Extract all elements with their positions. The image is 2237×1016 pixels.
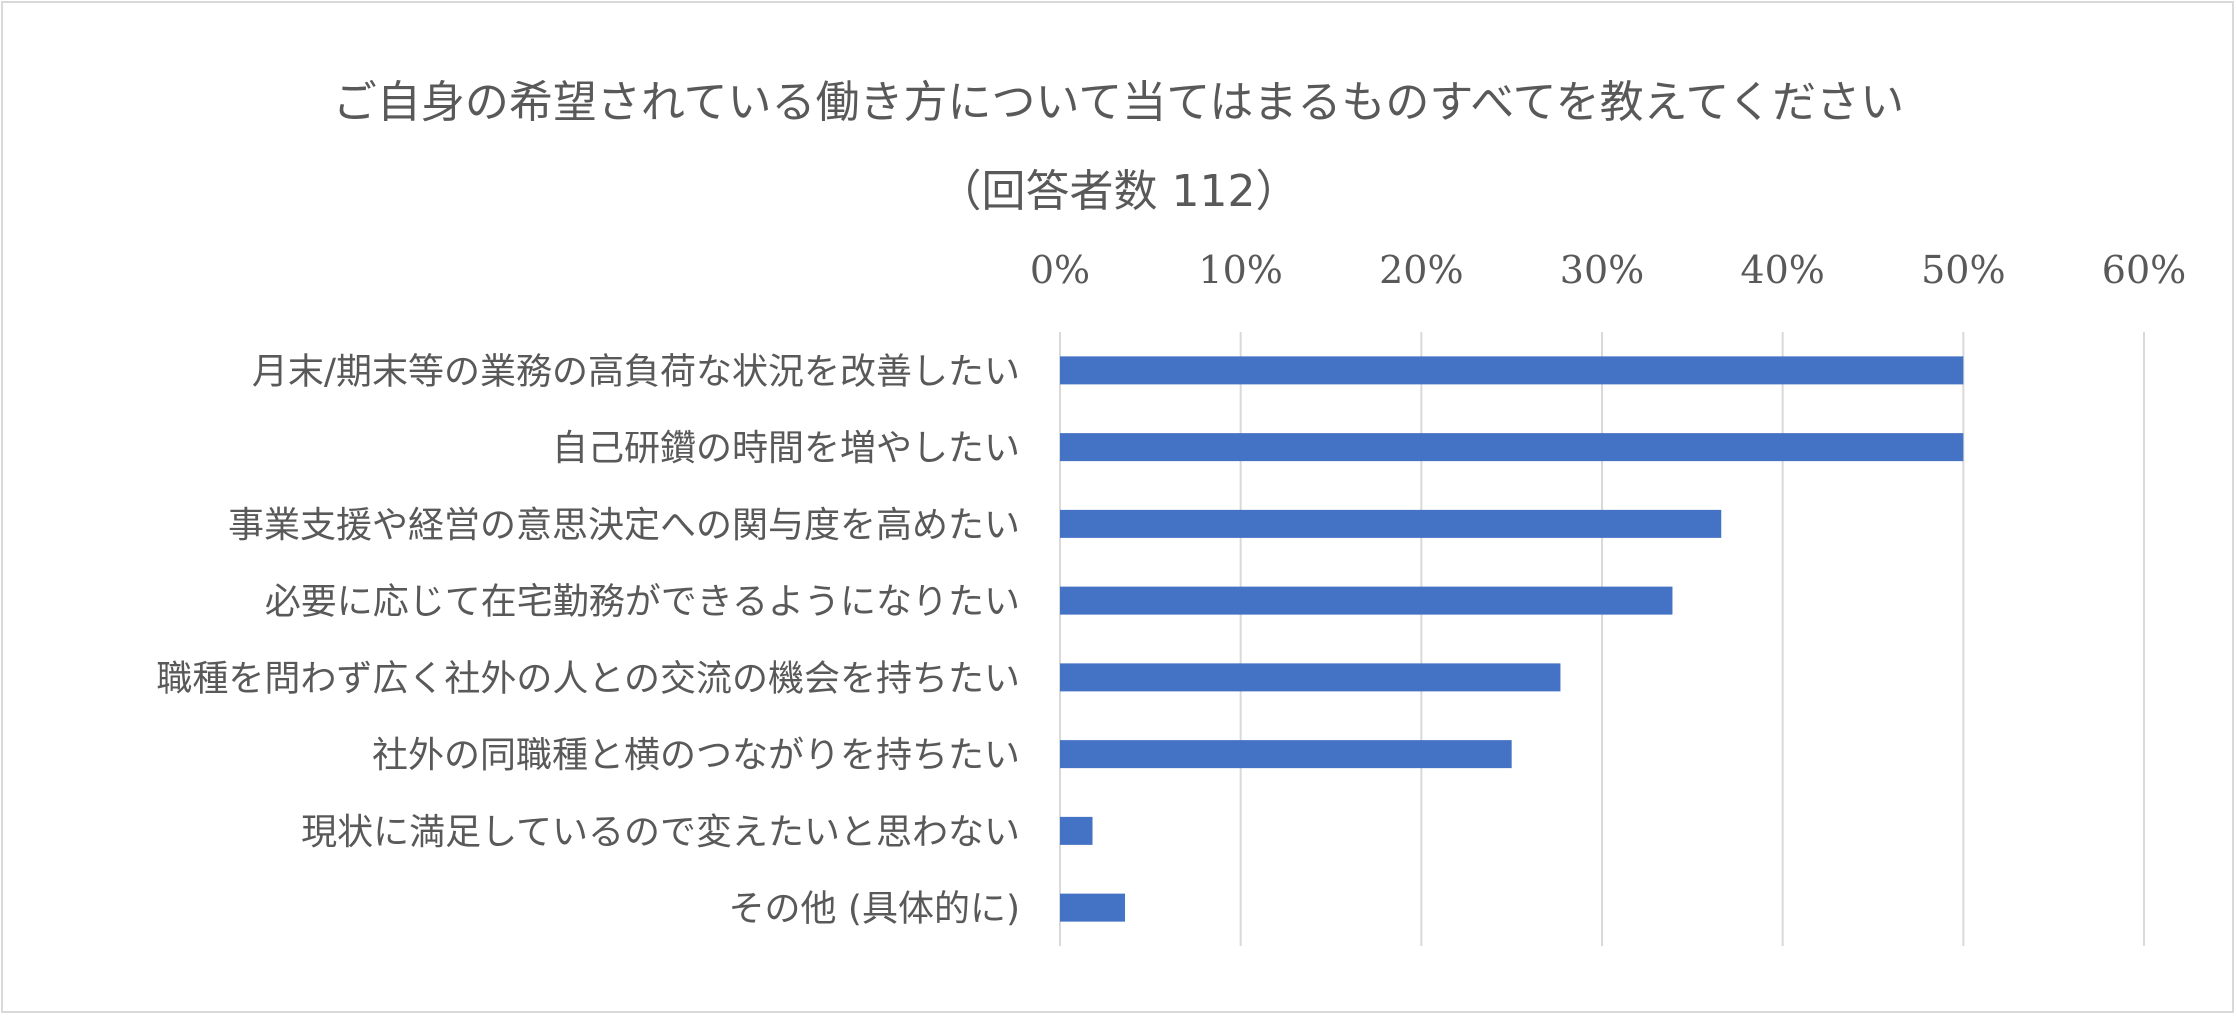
category-label: 現状に満足しているので変えたいと思わない xyxy=(301,812,1020,853)
category-label: 事業支援や経営の意思決定への関与度を高めたい xyxy=(228,505,1020,546)
bar xyxy=(1060,893,1126,922)
category-label: 職種を問わず広く社外の人との交流の機会を持ちたい xyxy=(156,658,1020,699)
x-tick-label: 10% xyxy=(1198,248,1282,292)
x-tick-label: 0% xyxy=(1030,248,1090,292)
x-tick-label: 60% xyxy=(2102,248,2186,292)
chart-subtitle: （回答者数 112） xyxy=(937,166,1300,217)
chart-title: ご自身の希望されている働き方について当てはまるものすべてを教えてください xyxy=(332,77,1905,128)
category-label: 自己研鑽の時間を増やしたい xyxy=(552,428,1020,469)
x-axis-ticks: 0% 10% 20% 30% 40% 50% 60% xyxy=(1030,248,2186,292)
category-label: その他 (具体的に) xyxy=(728,889,1020,930)
bar xyxy=(1060,356,1964,385)
x-tick-label: 30% xyxy=(1560,248,1644,292)
x-tick-label: 40% xyxy=(1740,248,1824,292)
bar xyxy=(1060,433,1964,462)
category-labels: 月末/期末等の業務の高負荷な状況を改善したい自己研鑽の時間を増やしたい事業支援や… xyxy=(156,351,1020,929)
bar xyxy=(1060,816,1093,845)
bar xyxy=(1060,509,1722,538)
bar xyxy=(1060,586,1673,615)
category-label: 社外の同職種と横のつながりを持ちたい xyxy=(372,735,1020,776)
bar xyxy=(1060,663,1561,692)
gridlines xyxy=(1059,332,2145,946)
bar xyxy=(1060,740,1512,769)
category-label: 月末/期末等の業務の高負荷な状況を改善したい xyxy=(252,351,1020,392)
x-tick-label: 20% xyxy=(1379,248,1463,292)
x-tick-label: 50% xyxy=(1921,248,2005,292)
bars xyxy=(1060,356,1964,922)
category-label: 必要に応じて在宅勤務ができるようになりたい xyxy=(265,582,1020,623)
